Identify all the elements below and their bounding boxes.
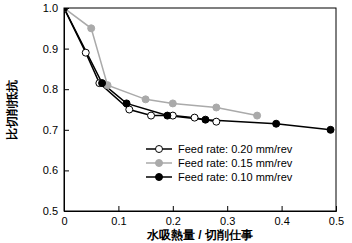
chart: 0 0.1 0.2 0.3 0.4 0.5 0.5 0.6 0.7 0.8 0.9 1.0 Feed r… bbox=[0, 0, 352, 243]
x-tick-mark bbox=[173, 206, 174, 211]
y-tick: 0.8 bbox=[43, 83, 69, 95]
y-axis: 0.5 0.6 0.7 0.8 0.9 1.0 bbox=[43, 2, 69, 217]
plot: 0 0.1 0.2 0.3 0.4 0.5 0.5 0.6 0.7 0.8 0.9 1.0 Feed r… bbox=[43, 2, 344, 227]
y-tick-mark bbox=[64, 211, 69, 212]
series-point bbox=[213, 104, 220, 111]
y-tick-mark bbox=[64, 89, 69, 90]
x-tick-label: 0.3 bbox=[220, 215, 235, 227]
legend-marker bbox=[156, 160, 163, 167]
series-point bbox=[123, 100, 130, 107]
series-point bbox=[99, 80, 106, 87]
y-tick-mark bbox=[64, 170, 69, 171]
legend: Feed rate: 0.20 mm/rev Feed rate: 0.15 mm… bbox=[146, 143, 293, 183]
series-line bbox=[64, 8, 257, 116]
y-tick-label: 0.6 bbox=[43, 164, 58, 176]
series-point bbox=[64, 8, 68, 12]
y-tick: 0.6 bbox=[43, 164, 69, 176]
series-point bbox=[64, 8, 68, 12]
series-point bbox=[148, 112, 155, 119]
legend-marker bbox=[156, 146, 163, 153]
y-tick: 1.0 bbox=[43, 2, 69, 14]
x-axis-title: 水吸熱量 / 切削仕事 bbox=[146, 228, 253, 242]
y-tick-mark bbox=[64, 49, 69, 50]
y-tick-label: 0.7 bbox=[43, 124, 58, 136]
x-axis-line bbox=[65, 206, 337, 212]
y-tick-mark bbox=[64, 130, 69, 131]
y-axis-title: 比切削抵抗 bbox=[5, 80, 19, 140]
series-point bbox=[327, 126, 334, 133]
y-tick-label: 0.5 bbox=[43, 205, 58, 217]
x-tick-mark bbox=[336, 206, 337, 211]
y-tick: 0.7 bbox=[43, 124, 69, 136]
legend-item: Feed rate: 0.15 mm/rev bbox=[146, 157, 293, 169]
x-tick: 0.2 bbox=[166, 206, 181, 227]
series-point bbox=[169, 100, 176, 107]
series-point bbox=[254, 112, 261, 119]
x-tick-label: 0.2 bbox=[166, 215, 181, 227]
series-point bbox=[213, 118, 220, 125]
series-point bbox=[64, 8, 68, 12]
x-tick-label: 0.1 bbox=[111, 215, 126, 227]
y-tick-label: 1.0 bbox=[43, 2, 58, 14]
series-point bbox=[164, 112, 171, 119]
x-tick: 0.5 bbox=[329, 206, 344, 227]
x-tick-label: 0.4 bbox=[274, 215, 289, 227]
series-point bbox=[202, 116, 209, 123]
data-area bbox=[64, 8, 334, 133]
y-tick-label: 0.8 bbox=[43, 83, 58, 95]
x-tick: 0.3 bbox=[220, 206, 235, 227]
x-tick-mark bbox=[118, 206, 119, 211]
series-line bbox=[64, 8, 331, 130]
x-tick: 0.4 bbox=[274, 206, 289, 227]
series-point bbox=[191, 114, 198, 121]
x-axis: 0 0.1 0.2 0.3 0.4 0.5 bbox=[61, 206, 344, 227]
x-tick: 0.1 bbox=[111, 206, 126, 227]
legend-item: Feed rate: 0.10 mm/rev bbox=[146, 171, 293, 183]
x-tick-mark bbox=[227, 206, 228, 211]
legend-marker bbox=[156, 174, 163, 181]
series-point bbox=[88, 25, 95, 32]
legend-label: Feed rate: 0.15 mm/rev bbox=[178, 157, 293, 169]
x-tick-mark bbox=[282, 206, 283, 211]
legend-item: Feed rate: 0.20 mm/rev bbox=[146, 143, 293, 155]
y-tick-label: 0.9 bbox=[43, 43, 58, 55]
series-point bbox=[82, 49, 89, 56]
y-tick: 0.5 bbox=[43, 205, 69, 217]
series-point bbox=[273, 120, 280, 127]
series-point bbox=[142, 96, 149, 103]
x-tick-label: 0.5 bbox=[329, 215, 344, 227]
y-tick: 0.9 bbox=[43, 43, 69, 55]
legend-label: Feed rate: 0.20 mm/rev bbox=[178, 143, 293, 155]
legend-label: Feed rate: 0.10 mm/rev bbox=[178, 171, 293, 183]
y-axis-line bbox=[65, 9, 70, 212]
plot-frame bbox=[64, 8, 336, 211]
x-tick-label: 0 bbox=[61, 215, 67, 227]
